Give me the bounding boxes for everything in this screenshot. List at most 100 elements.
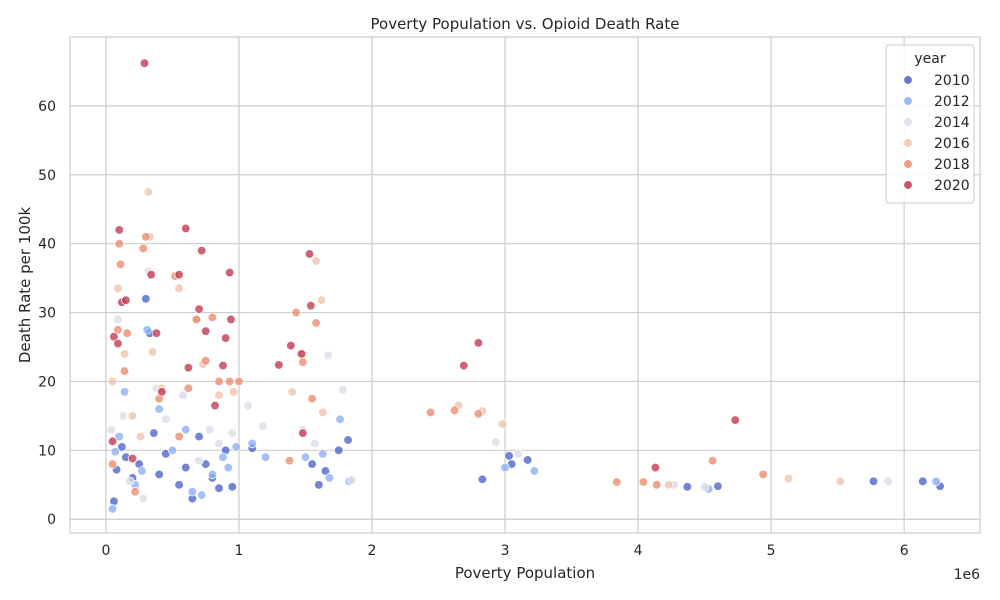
data-point-2014 xyxy=(106,425,116,435)
data-point-2020 xyxy=(218,360,228,371)
data-point-2020 xyxy=(226,314,236,325)
data-point-2016 xyxy=(113,283,123,294)
data-point-2014 xyxy=(194,456,204,466)
data-point-2012 xyxy=(187,487,198,497)
data-point-2020 xyxy=(459,360,469,371)
data-point-2018 xyxy=(758,469,768,480)
data-point-2020 xyxy=(121,295,131,305)
data-point-2010 xyxy=(214,483,224,493)
data-point-2020 xyxy=(274,360,284,370)
data-point-2018 xyxy=(307,394,317,404)
data-point-2018 xyxy=(638,477,649,487)
data-point-2020 xyxy=(181,223,191,234)
data-point-2018 xyxy=(234,376,244,387)
data-point-2010 xyxy=(334,445,344,455)
legend-marker-2020 xyxy=(903,180,913,190)
data-point-2010 xyxy=(149,428,159,438)
data-point-2014 xyxy=(227,428,237,438)
data-point-2020 xyxy=(286,340,296,351)
data-point-2014 xyxy=(214,438,224,449)
data-point-2012 xyxy=(500,462,510,473)
data-point-2014 xyxy=(161,414,171,424)
data-point-2010 xyxy=(314,480,324,490)
data-point-2010 xyxy=(682,482,692,492)
data-point-2014 xyxy=(883,476,893,486)
data-point-2018 xyxy=(311,318,321,328)
data-point-2016 xyxy=(143,187,154,197)
data-point-2010 xyxy=(174,480,184,490)
data-point-2012 xyxy=(119,387,130,397)
data-point-2016 xyxy=(287,387,297,397)
data-point-2012 xyxy=(218,452,228,462)
data-point-2018 xyxy=(191,314,202,325)
data-point-2010 xyxy=(918,476,928,486)
data-point-2020 xyxy=(201,326,211,336)
x-tick-label: 6 xyxy=(900,543,909,559)
data-point-2012 xyxy=(335,414,345,424)
data-point-2016 xyxy=(107,376,118,387)
data-point-2012 xyxy=(114,431,124,442)
legend: year 2010 2012 2014 2016 2018 2020 xyxy=(885,44,975,204)
data-point-2018 xyxy=(201,356,211,366)
data-point-2012 xyxy=(207,469,218,480)
data-point-2020 xyxy=(146,270,156,280)
legend-marker-2018 xyxy=(903,159,913,169)
data-point-2016 xyxy=(214,390,224,400)
data-point-2012 xyxy=(110,447,120,457)
data-point-2016 xyxy=(783,473,794,484)
data-point-2014 xyxy=(323,350,333,360)
data-point-2018 xyxy=(214,376,224,387)
legend-marker-2016 xyxy=(903,138,913,148)
data-point-2018 xyxy=(425,407,436,418)
data-point-2010 xyxy=(154,469,164,480)
data-point-2020 xyxy=(157,387,167,397)
data-point-2016 xyxy=(497,419,508,429)
data-point-2016 xyxy=(664,480,674,490)
legend-label-2020: 2020 xyxy=(934,178,970,194)
data-point-2018 xyxy=(224,376,235,387)
data-point-2020 xyxy=(210,400,220,411)
data-point-2014 xyxy=(243,400,253,411)
y-tick-label: 40 xyxy=(38,237,56,253)
legend-marker-2014 xyxy=(903,117,913,127)
data-point-2018 xyxy=(138,243,148,254)
legend-label-2010: 2010 xyxy=(934,73,970,89)
data-point-2012 xyxy=(231,442,241,452)
data-point-2018 xyxy=(113,325,123,335)
data-point-2020 xyxy=(127,453,138,464)
data-point-2010 xyxy=(343,435,353,445)
data-point-2018 xyxy=(652,480,662,490)
data-point-2020 xyxy=(224,267,235,278)
data-point-2018 xyxy=(107,459,118,469)
data-point-2020 xyxy=(114,225,124,235)
data-point-2020 xyxy=(107,436,118,447)
legend-label-2016: 2016 xyxy=(934,136,970,152)
data-point-2014 xyxy=(699,482,710,492)
data-point-2012 xyxy=(107,504,118,514)
data-point-2016 xyxy=(135,431,146,442)
data-point-2020 xyxy=(298,428,308,438)
y-tick-label: 20 xyxy=(38,374,56,390)
data-point-2014 xyxy=(491,437,501,447)
data-point-2014 xyxy=(347,475,357,485)
data-point-2012 xyxy=(260,452,271,462)
data-point-2020 xyxy=(730,415,740,425)
data-point-2010 xyxy=(868,476,879,486)
data-point-2010 xyxy=(320,466,331,476)
data-point-2018 xyxy=(612,477,622,487)
data-point-2014 xyxy=(125,476,135,486)
data-point-2010 xyxy=(713,481,723,491)
data-point-2016 xyxy=(311,256,321,266)
data-point-2012 xyxy=(931,476,941,486)
data-point-2018 xyxy=(115,259,126,269)
y-tick-label: 10 xyxy=(38,443,56,459)
x-tick-label: 5 xyxy=(767,543,776,559)
y-tick-label: 0 xyxy=(47,512,56,528)
data-point-2016 xyxy=(316,295,327,305)
x-tick-label: 1 xyxy=(235,543,244,559)
data-point-2020 xyxy=(183,363,194,373)
data-point-2010 xyxy=(194,431,204,442)
